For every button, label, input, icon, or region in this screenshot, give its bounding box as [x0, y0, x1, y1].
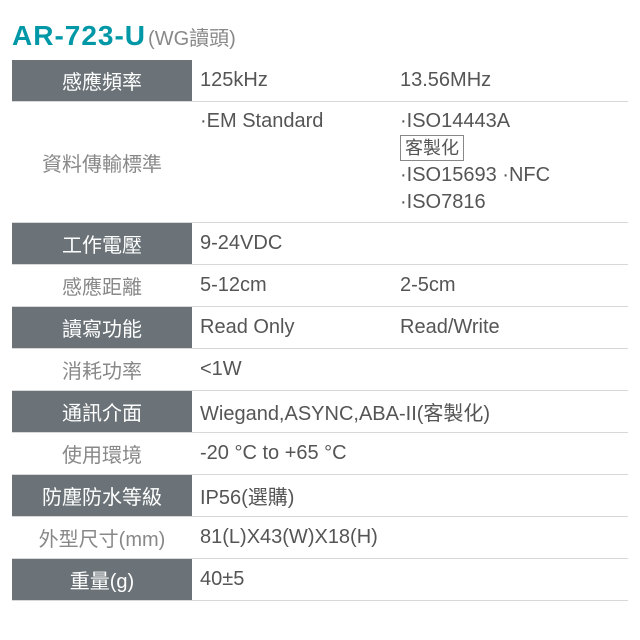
table-row: 工作電壓 9-24VDC — [12, 223, 628, 265]
table-row: 消耗功率 <1W — [12, 349, 628, 391]
cell-value: 81(L)X43(W)X18(H) — [192, 517, 628, 559]
row-label: 工作電壓 — [12, 223, 192, 265]
row-label: 使用環境 — [12, 433, 192, 475]
cell-value: ·EM Standard — [192, 102, 392, 223]
row-label: 消耗功率 — [12, 349, 192, 391]
table-row: 通訊介面 Wiegand,ASYNC,ABA-II(客製化) — [12, 391, 628, 433]
std-line: ·ISO15693 ·NFC — [400, 162, 620, 189]
cell-value: <1W — [192, 349, 628, 391]
cell-value: 2-5cm — [392, 265, 628, 307]
row-label: 資料傳輸標準 — [12, 102, 192, 223]
cell-value: 40±5 — [192, 559, 628, 601]
row-label: 防塵防水等級 — [12, 475, 192, 517]
table-row: 讀寫功能 Read Only Read/Write — [12, 307, 628, 349]
cell-value: ·ISO14443A 客製化 ·ISO15693 ·NFC ·ISO7816 — [392, 102, 628, 223]
model-number: AR-723-U — [12, 20, 146, 51]
row-label: 重量(g) — [12, 559, 192, 601]
cell-value: Wiegand,ASYNC,ABA-II(客製化) — [192, 391, 628, 433]
cell-value: 125kHz — [192, 60, 392, 102]
cell-value: Read Only — [192, 307, 392, 349]
table-row: 外型尺寸(mm) 81(L)X43(W)X18(H) — [12, 517, 628, 559]
table-row: 重量(g) 40±5 — [12, 559, 628, 601]
title-row: AR-723-U(WG讀頭) — [12, 20, 628, 52]
std-line: ·ISO14443A — [400, 108, 620, 135]
std-line: ·ISO7816 — [400, 189, 620, 216]
spec-table: 感應頻率 125kHz 13.56MHz 資料傳輸標準 ·EM Standard… — [12, 60, 628, 601]
cell-value: Read/Write — [392, 307, 628, 349]
row-label: 外型尺寸(mm) — [12, 517, 192, 559]
row-label: 感應距離 — [12, 265, 192, 307]
cell-value: 5-12cm — [192, 265, 392, 307]
row-label: 通訊介面 — [12, 391, 192, 433]
table-row: 防塵防水等級 IP56(選購) — [12, 475, 628, 517]
cell-value: 9-24VDC — [192, 223, 628, 265]
table-row: 資料傳輸標準 ·EM Standard ·ISO14443A 客製化 ·ISO1… — [12, 102, 628, 223]
table-row: 感應頻率 125kHz 13.56MHz — [12, 60, 628, 102]
model-subtitle: (WG讀頭) — [148, 28, 236, 50]
cell-value: IP56(選購) — [192, 475, 628, 517]
row-label: 感應頻率 — [12, 60, 192, 102]
row-label: 讀寫功能 — [12, 307, 192, 349]
cell-value: -20 °C to +65 °C — [192, 433, 628, 475]
cell-value: 13.56MHz — [392, 60, 628, 102]
table-row: 使用環境 -20 °C to +65 °C — [12, 433, 628, 475]
table-row: 感應距離 5-12cm 2-5cm — [12, 265, 628, 307]
custom-box: 客製化 — [400, 135, 464, 161]
